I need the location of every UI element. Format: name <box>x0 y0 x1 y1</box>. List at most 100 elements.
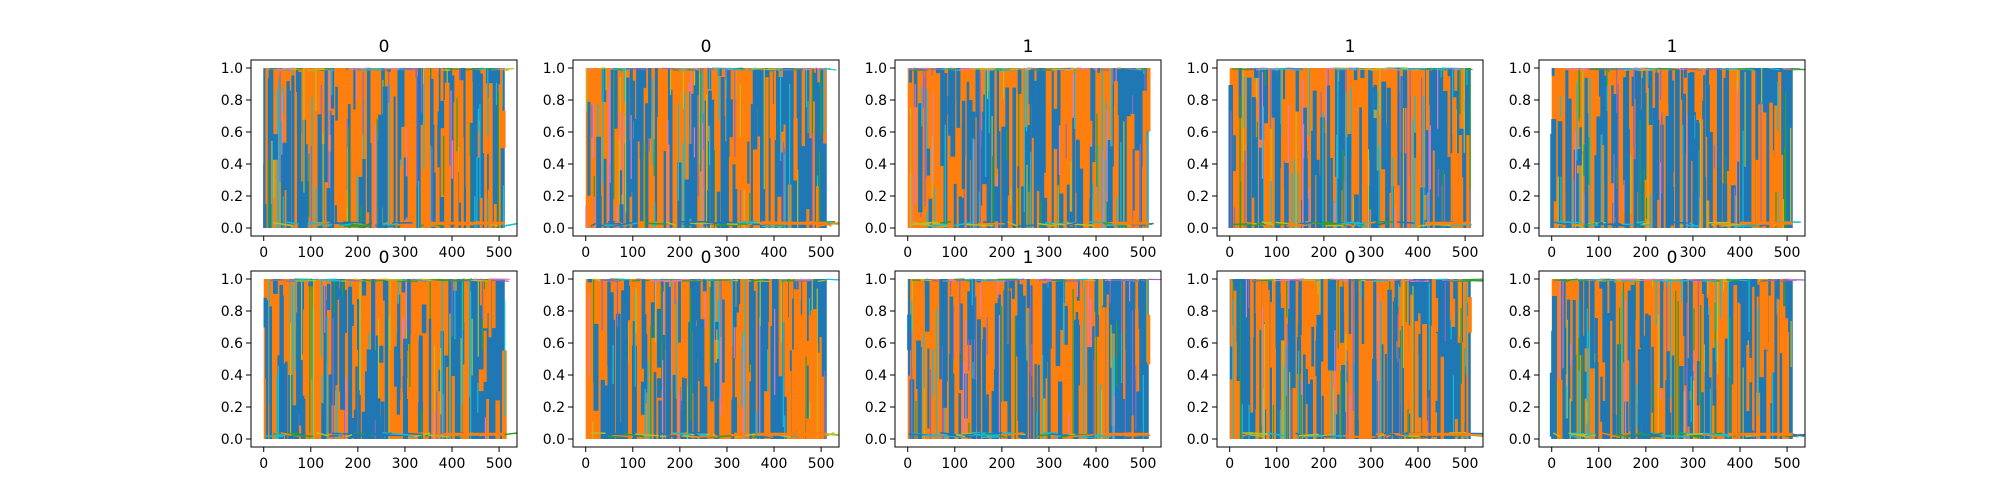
series-line <box>826 278 839 281</box>
series-line <box>1136 67 1142 70</box>
series-line <box>964 278 973 281</box>
series-line <box>1765 279 1779 282</box>
series-line <box>1464 67 1473 71</box>
x-tick-label: 400 <box>761 456 788 472</box>
series-line <box>269 67 277 70</box>
series-line <box>1095 434 1112 438</box>
series-line <box>1445 67 1453 70</box>
x-tick-label: 500 <box>1130 245 1157 261</box>
series-line <box>1679 224 1684 227</box>
y-tick-label: 0.8 <box>1509 93 1531 109</box>
x-tick-label: 300 <box>1036 245 1063 261</box>
x-tick-label: 500 <box>808 456 835 472</box>
x-tick-label: 400 <box>1405 245 1432 261</box>
series-line <box>1291 279 1303 282</box>
series-line <box>475 278 483 281</box>
x-tick-label: 100 <box>619 456 646 472</box>
series-line <box>644 279 650 282</box>
x-tick-label: 300 <box>1680 456 1707 472</box>
series-line <box>1610 224 1625 227</box>
y-tick-label: 0.2 <box>865 400 887 416</box>
x-tick-label: 0 <box>1547 245 1556 261</box>
axes-frame <box>572 59 840 237</box>
series-line <box>322 278 336 281</box>
x-tick-label: 200 <box>667 456 694 472</box>
x-tick-label: 0 <box>581 245 590 261</box>
series-line <box>1312 221 1325 226</box>
x-tick-label: 200 <box>667 245 694 261</box>
x-tick-label: 500 <box>486 245 513 261</box>
series-line <box>1661 435 1689 438</box>
series-lines <box>1230 279 1472 439</box>
series-line <box>307 222 313 226</box>
series-line <box>331 432 360 436</box>
x-tick-label: 300 <box>1358 245 1385 261</box>
series-line <box>1286 224 1297 227</box>
y-tick-label: 0.6 <box>865 336 887 352</box>
series-line <box>1628 434 1657 438</box>
series-line <box>362 279 374 282</box>
series-line <box>799 278 814 281</box>
series-line <box>1242 432 1251 437</box>
series-line <box>702 220 726 227</box>
y-tick-label: 0.6 <box>1187 336 1209 352</box>
series-line <box>598 67 606 70</box>
series-line <box>350 223 370 227</box>
x-tick-label: 0 <box>259 456 268 472</box>
y-tick-label: 0.4 <box>221 157 243 173</box>
x-tick-label: 0 <box>1547 456 1556 472</box>
plot-area <box>1550 67 1805 228</box>
y-tick-label: 1.0 <box>1509 61 1531 77</box>
series-line <box>603 279 620 282</box>
series-line <box>1306 222 1312 226</box>
series-line <box>293 278 304 282</box>
series-line <box>343 221 364 224</box>
series-lines <box>263 68 506 228</box>
series-line <box>1348 67 1360 71</box>
subplot-title: 0 <box>1345 248 1356 268</box>
series-line <box>974 433 1000 437</box>
y-tick-label: 0.4 <box>865 368 887 384</box>
series-line <box>1329 278 1348 281</box>
series-line <box>270 279 285 282</box>
series-line <box>1420 68 1436 71</box>
series-line <box>419 278 432 282</box>
series-line <box>1360 223 1364 226</box>
series-line <box>1594 223 1599 227</box>
subplot-title: 1 <box>1667 37 1678 57</box>
y-tick-label: 0.4 <box>1509 157 1531 173</box>
y-tick-label: 0.0 <box>1187 221 1209 237</box>
series-line <box>401 68 413 71</box>
series-line <box>1448 223 1472 227</box>
series-line <box>316 431 329 437</box>
x-tick-label: 100 <box>941 456 968 472</box>
series-line <box>379 432 392 438</box>
series-line <box>408 67 419 70</box>
subplot-title: 0 <box>701 37 712 57</box>
subplot-4: 0 100 200 300 400 500 0.0 0.2 0.4 0.6 0.8 1.0 1 <box>1187 37 1484 261</box>
series-line <box>431 278 447 282</box>
series-line <box>423 224 438 228</box>
y-tick-label: 0.4 <box>1509 368 1531 384</box>
series-line <box>1588 222 1595 227</box>
y-tick-label: 0.2 <box>1187 400 1209 416</box>
plot-area <box>585 278 839 439</box>
series-line <box>1067 434 1094 438</box>
subplot-1: 0 100 200 300 400 500 0.0 0.2 0.4 0.6 0.8 1.0 0 <box>221 37 518 261</box>
series-line <box>704 278 714 281</box>
series-line <box>689 222 711 225</box>
series-line <box>659 435 667 438</box>
series-line <box>1141 279 1145 282</box>
series-line <box>1790 68 1805 71</box>
series-line <box>1036 434 1050 437</box>
series-line <box>1036 222 1056 227</box>
series-line <box>1552 432 1561 438</box>
series-line <box>725 433 746 437</box>
series-line <box>817 222 839 227</box>
y-tick-label: 0.6 <box>1187 125 1209 141</box>
y-tick-label: 0.4 <box>543 368 565 384</box>
x-tick-label: 200 <box>1633 245 1660 261</box>
series-line <box>1076 67 1089 71</box>
series-line <box>750 278 766 282</box>
